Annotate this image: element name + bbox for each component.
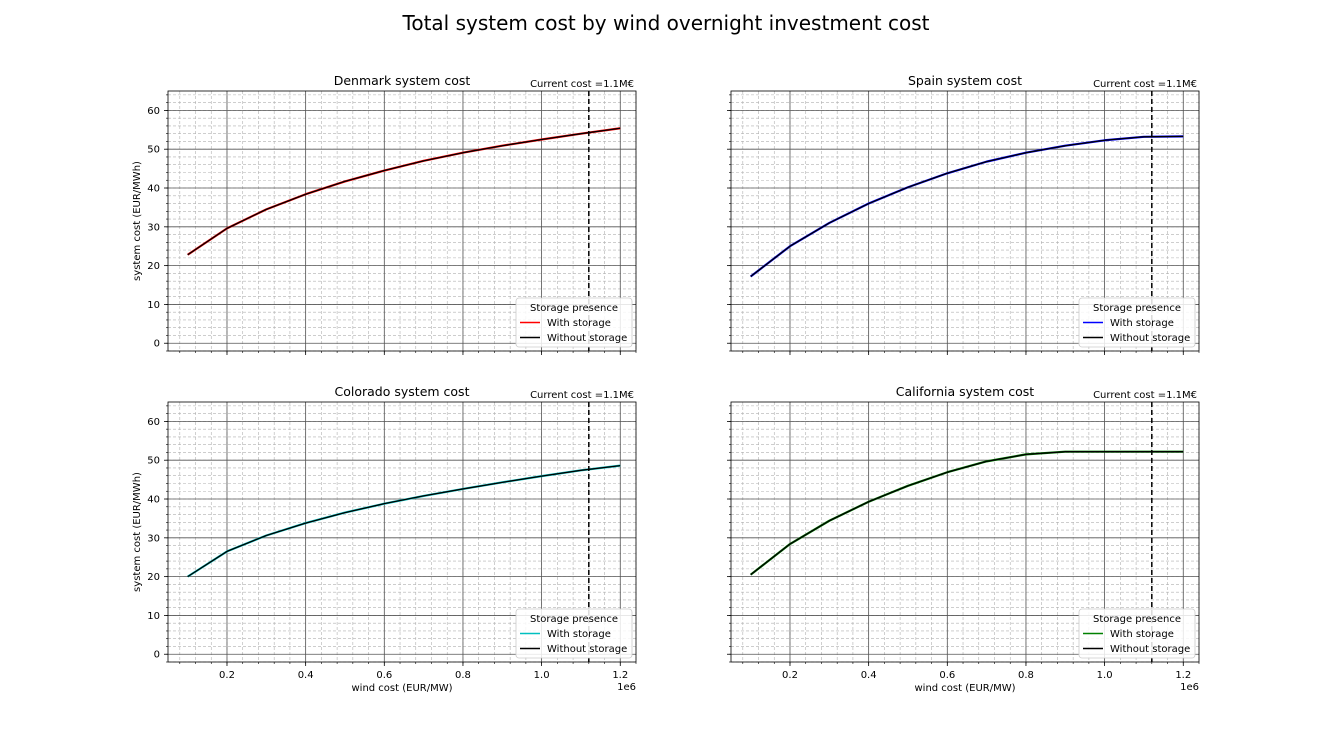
- legend-title: Storage presence: [530, 614, 618, 625]
- x-tick-label: 0.2: [219, 670, 235, 681]
- current-cost-label: Current cost =1.1M€: [530, 79, 634, 90]
- legend-title: Storage presence: [1093, 614, 1181, 625]
- y-axis-label: system cost (EUR/MWh): [132, 472, 143, 592]
- subplot-spain: Current cost =1.1M€ Spain system cost Stor…: [727, 73, 1200, 355]
- subplot-title: California system cost: [896, 384, 1035, 399]
- subplot-title: Denmark system cost: [334, 73, 471, 88]
- legend-entry: Without storage: [547, 644, 627, 655]
- current-cost-label: Current cost =1.1M€: [1093, 390, 1197, 401]
- y-tick-label: 10: [147, 300, 160, 311]
- legend-entry: With storage: [547, 629, 611, 640]
- subplot-colorado: 0.2 0.4 0.6 0.8 1.0 1.2 0 10 20 30 40 50 60 1e6 Curren…: [132, 384, 637, 694]
- legend-entry: Without storage: [1110, 644, 1190, 655]
- axes-frame: [167, 401, 637, 663]
- y-tick-label: 30: [147, 533, 160, 544]
- y-tick-label: 40: [147, 184, 160, 195]
- legend-entry: With storage: [547, 318, 611, 329]
- axes-frame: [730, 90, 1200, 352]
- y-tick-label: 60: [147, 417, 160, 428]
- current-cost-label: Current cost =1.1M€: [530, 390, 634, 401]
- y-tick-label: 50: [147, 145, 160, 156]
- legend: Storage presence With storage Without stor…: [1078, 297, 1196, 348]
- legend-box: [1078, 608, 1196, 659]
- y-tick-label: 0: [154, 650, 160, 661]
- legend: Storage presence With storage Without stor…: [1078, 608, 1196, 659]
- legend-title: Storage presence: [1093, 303, 1181, 314]
- x-tick-label: 0.8: [455, 670, 471, 681]
- subplot-title: Spain system cost: [908, 73, 1022, 88]
- y-tick-label: 40: [147, 495, 160, 506]
- x-tick-label: 1.0: [534, 670, 550, 681]
- y-tick-label: 20: [147, 261, 160, 272]
- legend-box: [515, 297, 633, 348]
- y-tick-label: 50: [147, 456, 160, 467]
- x-axis-label: wind cost (EUR/MW): [914, 683, 1015, 694]
- series-line-without-storage: [187, 127, 621, 256]
- axes-frame: [167, 90, 637, 352]
- y-tick-label: 60: [147, 106, 160, 117]
- subplot-denmark: 0 10 20 30 40 50 60 Current cost =1.1M€ Denmark …: [132, 73, 637, 355]
- series-line-without-storage: [750, 135, 1184, 278]
- x-tick-label: 1.2: [1175, 670, 1191, 681]
- x-tick-label: 0.2: [782, 670, 798, 681]
- legend: Storage presence With storage Without stor…: [515, 297, 633, 348]
- x-tick-label: 0.4: [298, 670, 314, 681]
- series-line-without-storage: [750, 451, 1184, 576]
- x-offset-label: 1e6: [617, 682, 636, 693]
- legend-entry: With storage: [1110, 318, 1174, 329]
- series-line-without-storage: [187, 464, 621, 578]
- y-tick-label: 20: [147, 572, 160, 583]
- x-offset-label: 1e6: [1180, 682, 1199, 693]
- x-tick-label: 1.0: [1097, 670, 1113, 681]
- y-tick-label: 0: [154, 339, 160, 350]
- y-tick-label: 30: [147, 222, 160, 233]
- y-axis-label: system cost (EUR/MWh): [132, 161, 143, 281]
- legend-box: [1078, 297, 1196, 348]
- subplot-title: Colorado system cost: [335, 384, 470, 399]
- x-tick-label: 0.4: [861, 670, 877, 681]
- legend-box: [515, 608, 633, 659]
- current-cost-label: Current cost =1.1M€: [1093, 79, 1197, 90]
- y-tick-label: 10: [147, 611, 160, 622]
- x-tick-label: 0.6: [376, 670, 392, 681]
- legend-entry: Without storage: [1110, 333, 1190, 344]
- x-tick-label: 0.6: [939, 670, 955, 681]
- x-tick-label: 1.2: [612, 670, 628, 681]
- legend-entry: With storage: [1110, 629, 1174, 640]
- axes-frame: [730, 401, 1200, 663]
- legend: Storage presence With storage Without stor…: [515, 608, 633, 659]
- legend-entry: Without storage: [547, 333, 627, 344]
- x-tick-label: 0.8: [1018, 670, 1034, 681]
- figure-title: Total system cost by wind overnight inve…: [402, 11, 930, 35]
- x-axis-label: wind cost (EUR/MW): [351, 683, 452, 694]
- legend-title: Storage presence: [530, 303, 618, 314]
